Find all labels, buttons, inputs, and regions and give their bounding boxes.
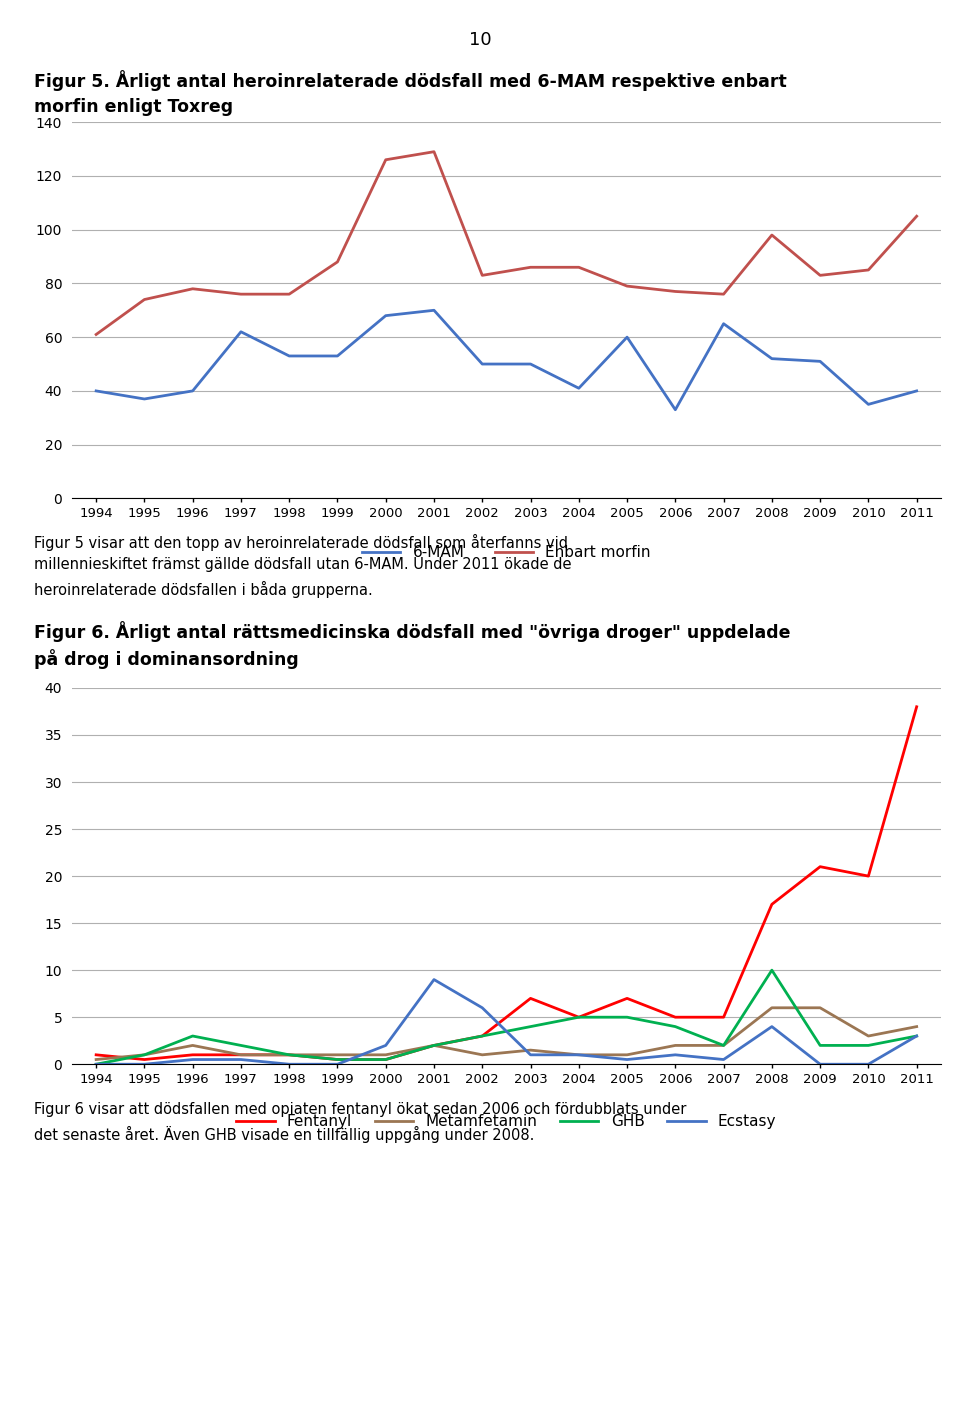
Text: Figur 5. Årligt antal heroinrelaterade dödsfall med 6-MAM respektive enbart: Figur 5. Årligt antal heroinrelaterade d… [34, 70, 786, 91]
Legend: 6-MAM, Enbart morfin: 6-MAM, Enbart morfin [356, 539, 657, 566]
Text: Figur 6 visar att dödsfallen med opiaten fentanyl ökat sedan 2006 och fördubblat: Figur 6 visar att dödsfallen med opiaten… [34, 1102, 686, 1118]
Text: morfin enligt Toxreg: morfin enligt Toxreg [34, 98, 232, 117]
Text: på drog i dominansordning: på drog i dominansordning [34, 649, 299, 668]
Legend: Fentanyl, Metamfetamin, GHB, Ecstasy: Fentanyl, Metamfetamin, GHB, Ecstasy [230, 1108, 782, 1136]
Text: millennieskiftet främst gällde dödsfall utan 6-MAM. Under 2011 ökade de: millennieskiftet främst gällde dödsfall … [34, 557, 571, 573]
Text: Figur 5 visar att den topp av heroinrelaterade dödsfall som återfanns vid: Figur 5 visar att den topp av heroinrela… [34, 534, 567, 550]
Text: heroinrelaterade dödsfallen i båda grupperna.: heroinrelaterade dödsfallen i båda grupp… [34, 581, 372, 598]
Text: Figur 6. Årligt antal rättsmedicinska dödsfall med "övriga droger" uppdelade: Figur 6. Årligt antal rättsmedicinska dö… [34, 621, 790, 642]
Text: det senaste året. Även GHB visade en tillfällig uppgång under 2008.: det senaste året. Även GHB visade en til… [34, 1126, 534, 1143]
Text: 10: 10 [468, 31, 492, 49]
